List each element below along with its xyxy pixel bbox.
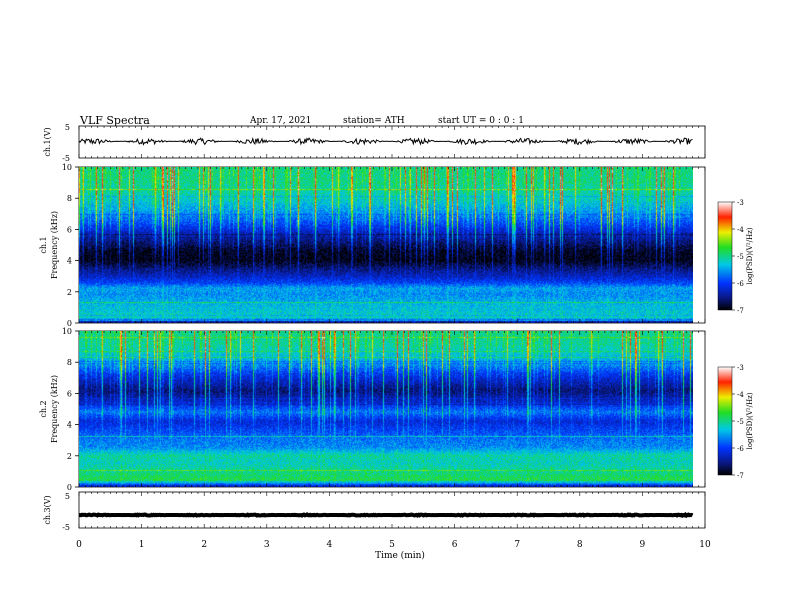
time-tick-label: 6 (452, 540, 458, 550)
ch3-ytick-bottom: -5 (62, 523, 70, 532)
time-tick-label: 10 (699, 540, 711, 550)
ch1-ytick-top: 5 (65, 123, 70, 132)
ch1-colorbar-label: log(PSD)(V²/Hz) (746, 227, 754, 284)
ch2-colorbar-label: log(PSD)(V²/Hz) (746, 392, 754, 449)
ch2-spec-ylabel: Frequency (kHz) (50, 375, 59, 443)
figure-title: VLF Spectra (79, 114, 150, 127)
time-tick-label: 7 (514, 540, 520, 550)
date-label: Apr. 17, 2021 (249, 116, 311, 126)
colorbar-tick-label: -6 (737, 445, 744, 453)
ch2-colorbar-ticks: -3 -4 -5 -6 -7 (732, 364, 744, 480)
colorbar-tick-label: -7 (737, 307, 744, 315)
ch1-spec-label-channel: ch.1 (39, 236, 48, 253)
ch2-spectrogram-panel: ch.2 Frequency (kHz) 0 2 4 6 8 10 (39, 327, 706, 492)
time-axis: 0 1 2 3 4 5 6 7 8 9 10 (76, 126, 711, 550)
ch2-spec-label-channel: ch.2 (39, 400, 48, 417)
ch2-spectrogram-image (79, 331, 693, 487)
ch1-ytick-bottom: -5 (62, 154, 70, 163)
freq-tick-label: 6 (67, 225, 72, 234)
freq-tick-label: 10 (62, 327, 72, 336)
colorbar-tick-label: -7 (737, 472, 744, 480)
time-tick-label: 2 (201, 540, 207, 550)
freq-tick-label: 0 (67, 319, 72, 328)
ch3-ytick-top: 5 (65, 492, 70, 501)
time-axis-label: Time (min) (375, 550, 425, 561)
freq-tick-label: 6 (67, 389, 72, 398)
time-tick-label: 8 (577, 540, 583, 550)
ch3-waveform-line (78, 511, 694, 519)
freq-tick-label: 2 (67, 288, 72, 297)
colorbar-tick-label: -5 (737, 418, 744, 426)
ch1-spec-yticks: 0 2 4 6 8 10 (62, 163, 79, 328)
station-label: station= ATH (343, 116, 405, 126)
ch1-spectrogram-image (79, 167, 693, 323)
freq-tick-label: 4 (67, 257, 72, 266)
freq-tick-label: 8 (67, 194, 72, 203)
colorbar-tick-label: -6 (737, 280, 744, 288)
ch3-ylabel: ch.3(V) (43, 495, 52, 524)
ch1-ylabel: ch.1(V) (43, 127, 52, 156)
ch1-colorbar: -3 -4 -5 -6 -7 log(PSD)(V²/Hz) (717, 199, 754, 315)
ch1-waveform-panel: ch.1(V) 5 -5 (43, 123, 706, 163)
freq-tick-label: 4 (67, 421, 72, 430)
colorbar-tick-label: -4 (737, 391, 744, 399)
colorbar-tick-label: -3 (737, 199, 744, 207)
ch3-waveform-panel: ch.3(V) 5 -5 (43, 491, 706, 532)
freq-tick-label: 2 (67, 452, 72, 461)
ch1-spec-ylabel: Frequency (kHz) (50, 211, 59, 279)
ch1-colorbar-ticks: -3 -4 -5 -6 -7 (732, 199, 744, 315)
time-tick-label: 4 (327, 540, 333, 550)
time-tick-label: 1 (139, 540, 145, 550)
time-tick-label: 5 (389, 540, 395, 550)
freq-tick-label: 0 (67, 483, 72, 492)
ch1-spectrogram-panel: ch.1 Frequency (kHz) 0 2 4 6 8 10 (39, 163, 706, 328)
ch2-colorbar: -3 -4 -5 -6 -7 log(PSD)(V²/Hz) (717, 364, 754, 480)
freq-tick-label: 8 (67, 358, 72, 367)
colorbar-tick-label: -4 (737, 226, 744, 234)
ch2-spec-yticks: 0 2 4 6 8 10 (62, 327, 79, 492)
colorbar-tick-label: -3 (737, 364, 744, 372)
time-tick-label: 9 (640, 540, 646, 550)
colorbar-tick-label: -5 (737, 253, 744, 261)
freq-tick-label: 10 (62, 163, 72, 172)
ch1-waveform-line (78, 136, 693, 146)
start-ut-label: start UT = 0 : 0 : 1 (438, 116, 524, 126)
time-tick-label: 0 (76, 540, 82, 550)
time-tick-label: 3 (264, 540, 270, 550)
